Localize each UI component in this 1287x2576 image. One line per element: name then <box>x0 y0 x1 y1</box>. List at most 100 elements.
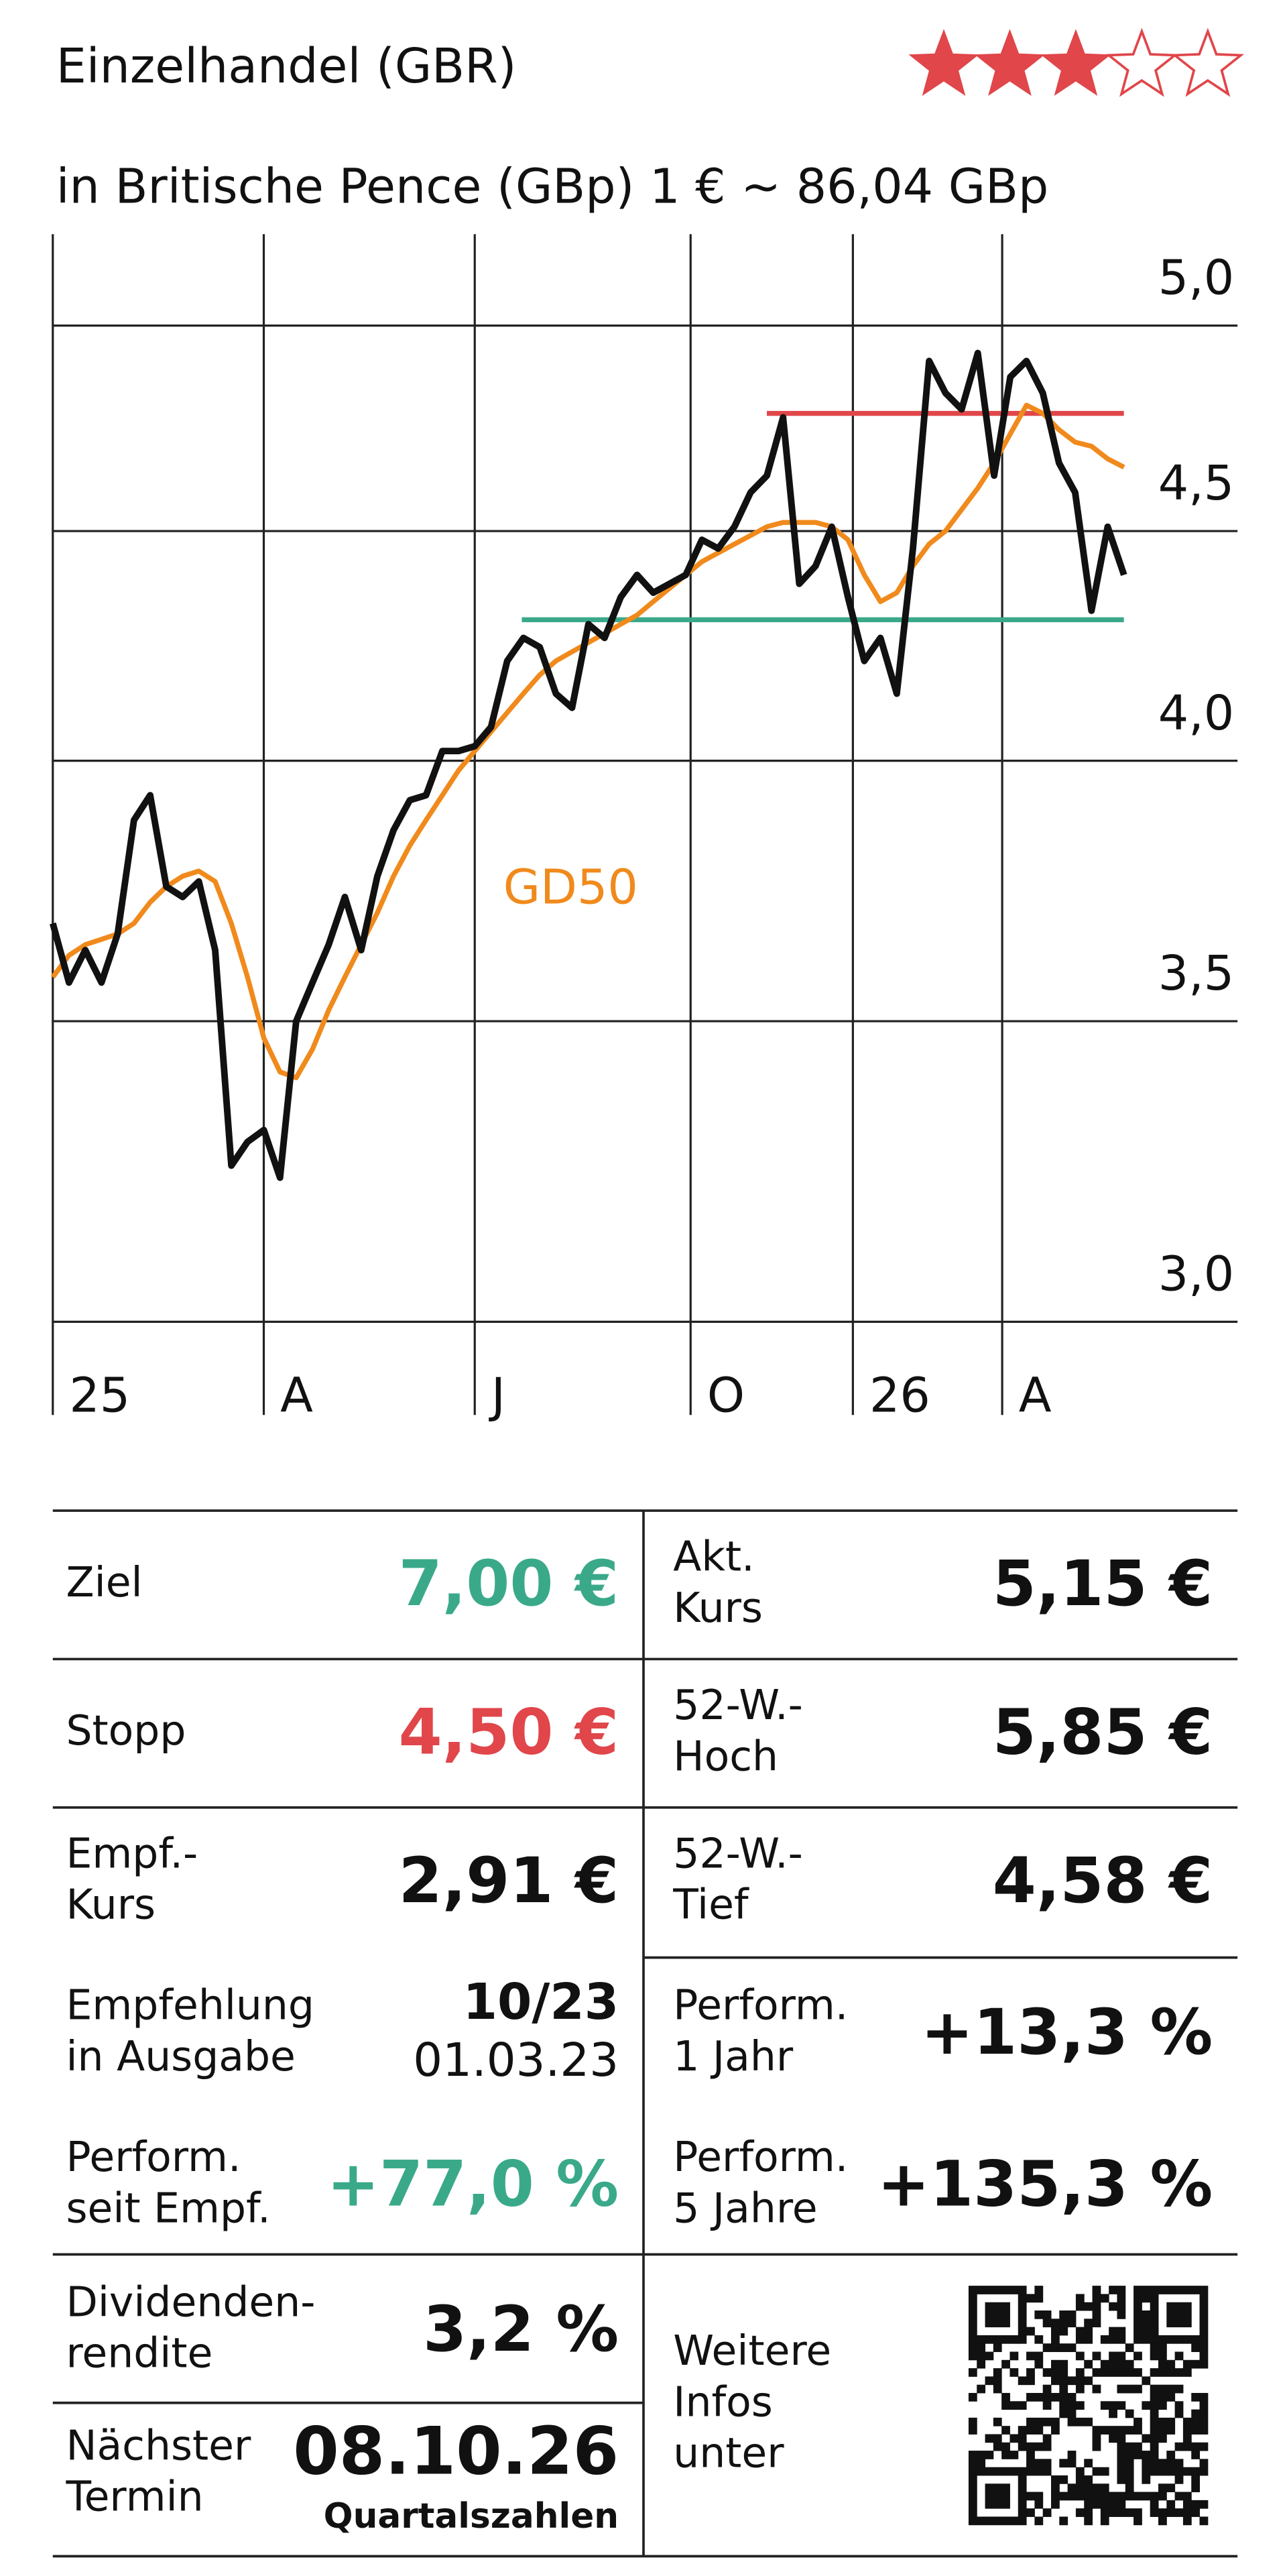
qr-module <box>1018 2286 1027 2294</box>
qr-module <box>1142 2335 1151 2344</box>
qr-module <box>1199 2442 1209 2451</box>
qr-module <box>1034 2426 1044 2435</box>
qr-module <box>1125 2483 1134 2493</box>
qr-module <box>1182 2302 1192 2311</box>
qr-module <box>1109 2286 1117 2294</box>
qr-module <box>968 2294 977 2303</box>
qr-module <box>1133 2417 1142 2426</box>
qr-module <box>1018 2475 1027 2484</box>
qr-module <box>1142 2467 1151 2476</box>
qr-module <box>1034 2516 1044 2526</box>
cell-label: Empf.- <box>66 1829 198 1877</box>
qr-module <box>1182 2500 1192 2509</box>
qr-module <box>1125 2451 1134 2459</box>
cell-value: 10/23 <box>463 1973 619 2031</box>
qr-module <box>1158 2434 1167 2443</box>
qr-module <box>1182 2442 1192 2451</box>
qr-module <box>1117 2459 1126 2468</box>
qr-module <box>968 2368 977 2377</box>
qr-module <box>1034 2467 1044 2476</box>
qr-module <box>1166 2467 1176 2476</box>
qr-module <box>1133 2294 1142 2303</box>
qr-module <box>1075 2384 1085 2394</box>
cell-label: Ziel <box>66 1558 142 1606</box>
qr-module <box>1018 2492 1027 2501</box>
qr-module <box>1042 2467 1052 2476</box>
qr-module <box>1075 2294 1085 2303</box>
qr-module <box>1150 2319 1159 2328</box>
qr-module <box>1026 2451 1035 2459</box>
qr-module <box>968 2451 977 2459</box>
qr-module <box>1109 2302 1117 2311</box>
qr-module <box>1150 2294 1159 2303</box>
cell-value: 5,15 € <box>993 1547 1213 1621</box>
x-tick-label: J <box>489 1367 505 1423</box>
x-tick-label: 26 <box>869 1367 930 1423</box>
qr-module <box>985 2492 994 2501</box>
qr-module <box>1042 2368 1052 2377</box>
qr-module <box>1018 2294 1027 2303</box>
cell-label: Hoch <box>673 1732 778 1780</box>
qr-module <box>985 2302 994 2311</box>
qr-module <box>1001 2319 1010 2328</box>
qr-module <box>1166 2335 1176 2344</box>
qr-module <box>1125 2359 1134 2369</box>
qr-module <box>1158 2384 1167 2394</box>
qr-module <box>1018 2442 1027 2451</box>
qr-module <box>1067 2376 1077 2386</box>
qr-module <box>1174 2492 1184 2501</box>
qr-module <box>1142 2294 1151 2303</box>
qr-module <box>1067 2409 1077 2418</box>
qr-module <box>1117 2359 1126 2369</box>
qr-module <box>1191 2343 1201 2352</box>
qr-module <box>977 2351 986 2361</box>
qr-module <box>1142 2492 1151 2501</box>
qr-module <box>985 2467 994 2476</box>
rating-star <box>1040 29 1111 97</box>
qr-module <box>1158 2426 1167 2435</box>
qr-module <box>1092 2310 1101 2319</box>
qr-module <box>1133 2451 1142 2459</box>
qr-module <box>1051 2343 1060 2352</box>
qr-module <box>1001 2500 1010 2509</box>
qr-module <box>1125 2459 1134 2468</box>
qr-module <box>1026 2492 1035 2501</box>
qr-module <box>1125 2368 1134 2377</box>
qr-module <box>1001 2286 1010 2294</box>
qr-module <box>1125 2508 1134 2517</box>
cell-value: 3,2 % <box>423 2293 619 2366</box>
qr-module <box>1133 2368 1142 2377</box>
cell-label: Nächster <box>66 2421 251 2469</box>
qr-module <box>1182 2516 1192 2526</box>
qr-module <box>1067 2310 1077 2319</box>
qr-module <box>1100 2508 1109 2517</box>
cell-label: 5 Jahre <box>673 2184 817 2232</box>
qr-module <box>993 2516 1002 2526</box>
qr-module <box>1018 2483 1027 2493</box>
cell-label: seit Empf. <box>66 2184 270 2232</box>
qr-module <box>1059 2310 1068 2319</box>
cell-label: 1 Jahr <box>673 2032 794 2081</box>
qr-module <box>1042 2417 1052 2426</box>
qr-module <box>1150 2451 1159 2459</box>
price-line <box>50 402 1125 1081</box>
qr-module <box>1075 2351 1085 2361</box>
qr-module <box>985 2351 994 2361</box>
qr-module <box>1018 2319 1027 2328</box>
qr-module <box>993 2319 1002 2328</box>
qr-module <box>985 2319 994 2328</box>
qr-module <box>1150 2492 1159 2501</box>
qr-module <box>1059 2475 1068 2484</box>
qr-module <box>1182 2359 1192 2369</box>
price-line <box>50 349 1127 1181</box>
qr-module <box>1158 2508 1167 2517</box>
qr-module <box>1133 2335 1142 2344</box>
cell-value: +135,3 % <box>877 2148 1213 2221</box>
qr-module <box>1059 2376 1068 2386</box>
qr-module <box>977 2343 986 2352</box>
y-tick-label: 4,5 <box>1158 455 1235 511</box>
cell-value: 2,91 € <box>399 1845 619 1918</box>
qr-module <box>1150 2426 1159 2435</box>
cell-label: rendite <box>66 2329 212 2378</box>
qr-module <box>1166 2500 1176 2509</box>
